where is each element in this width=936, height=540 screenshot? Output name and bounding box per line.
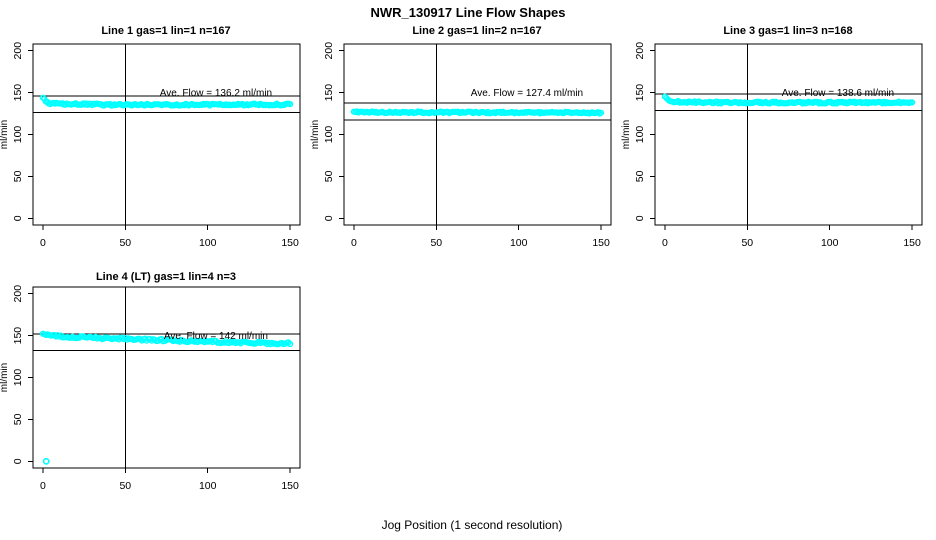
svg-text:100: 100: [199, 237, 217, 249]
svg-text:ml/min: ml/min: [0, 363, 10, 392]
x-axis-label: Jog Position (1 second resolution): [382, 518, 563, 532]
svg-text:0: 0: [323, 215, 335, 221]
svg-text:50: 50: [323, 170, 335, 182]
svg-text:200: 200: [12, 285, 24, 303]
svg-text:50: 50: [430, 237, 442, 249]
panel-line-4: 0 50 100 150 0 50 100 150 200 ml/min Line 4 (LT) …: [0, 271, 301, 492]
svg-text:0: 0: [662, 237, 668, 249]
svg-text:ml/min: ml/min: [621, 120, 632, 149]
panel-line-2: 0 50 100 150 0 50 100 150 200 ml/min Line 2 gas=1…: [310, 25, 612, 249]
svg-text:100: 100: [12, 126, 24, 144]
panel-line-2-title: Line 2 gas=1 lin=2 n=167: [412, 25, 541, 37]
panel-line-4-plot-area: 0 50 100 150 0 50 100 150 200 ml/min: [0, 285, 301, 492]
svg-text:100: 100: [821, 237, 839, 249]
panel-line-4-title: Line 4 (LT) gas=1 lin=4 n=3: [96, 271, 236, 283]
svg-text:50: 50: [119, 480, 131, 492]
svg-text:150: 150: [281, 480, 299, 492]
svg-text:50: 50: [12, 170, 24, 182]
panel-line-3-ave-flow-annotation: Ave. Flow = 138.6 ml/min: [782, 88, 894, 99]
panel-line-1-ave-flow-annotation: Ave. Flow = 136.2 ml/min: [160, 88, 272, 99]
svg-text:50: 50: [634, 170, 646, 182]
svg-text:ml/min: ml/min: [310, 120, 321, 149]
panel-line-1: 0 50 100 150 0 50 100 150 200 ml/min Line 1 gas=1…: [0, 25, 301, 249]
svg-text:150: 150: [323, 84, 335, 102]
panel-line-3-title: Line 3 gas=1 lin=3 n=168: [723, 25, 852, 37]
svg-text:50: 50: [12, 413, 24, 425]
svg-text:100: 100: [12, 369, 24, 387]
svg-text:50: 50: [119, 237, 131, 249]
svg-text:100: 100: [634, 126, 646, 144]
svg-text:100: 100: [510, 237, 528, 249]
panel-line-2-ave-flow-annotation: Ave. Flow = 127.4 ml/min: [471, 88, 583, 99]
svg-text:200: 200: [323, 42, 335, 60]
svg-text:150: 150: [903, 237, 921, 249]
panel-line-1-plot-area: 0 50 100 150 0 50 100 150 200 ml/min: [0, 42, 301, 249]
svg-text:100: 100: [323, 126, 335, 144]
svg-text:150: 150: [12, 327, 24, 345]
svg-text:ml/min: ml/min: [0, 120, 10, 149]
svg-text:0: 0: [351, 237, 357, 249]
svg-text:0: 0: [634, 215, 646, 221]
main-title: NWR_130917 Line Flow Shapes: [370, 5, 565, 20]
panel-line-1-title: Line 1 gas=1 lin=1 n=167: [101, 25, 230, 37]
svg-text:100: 100: [199, 480, 217, 492]
svg-text:50: 50: [741, 237, 753, 249]
svg-text:0: 0: [12, 215, 24, 221]
svg-text:200: 200: [634, 42, 646, 60]
svg-text:150: 150: [281, 237, 299, 249]
panel-line-2-plot-area: 0 50 100 150 0 50 100 150 200 ml/min: [310, 42, 612, 249]
panel-line-3-plot-area: 0 50 100 150 0 50 100 150 200 ml/min: [621, 42, 923, 249]
svg-text:0: 0: [12, 458, 24, 464]
svg-text:200: 200: [12, 42, 24, 60]
svg-text:150: 150: [12, 84, 24, 102]
svg-text:0: 0: [40, 237, 46, 249]
svg-text:0: 0: [40, 480, 46, 492]
svg-text:150: 150: [592, 237, 610, 249]
panel-line-4-ave-flow-annotation: Ave. Flow = 142 ml/min: [164, 331, 268, 342]
svg-text:150: 150: [634, 84, 646, 102]
panel-line-3: 0 50 100 150 0 50 100 150 200 ml/min Line 3 gas=1…: [621, 25, 923, 249]
